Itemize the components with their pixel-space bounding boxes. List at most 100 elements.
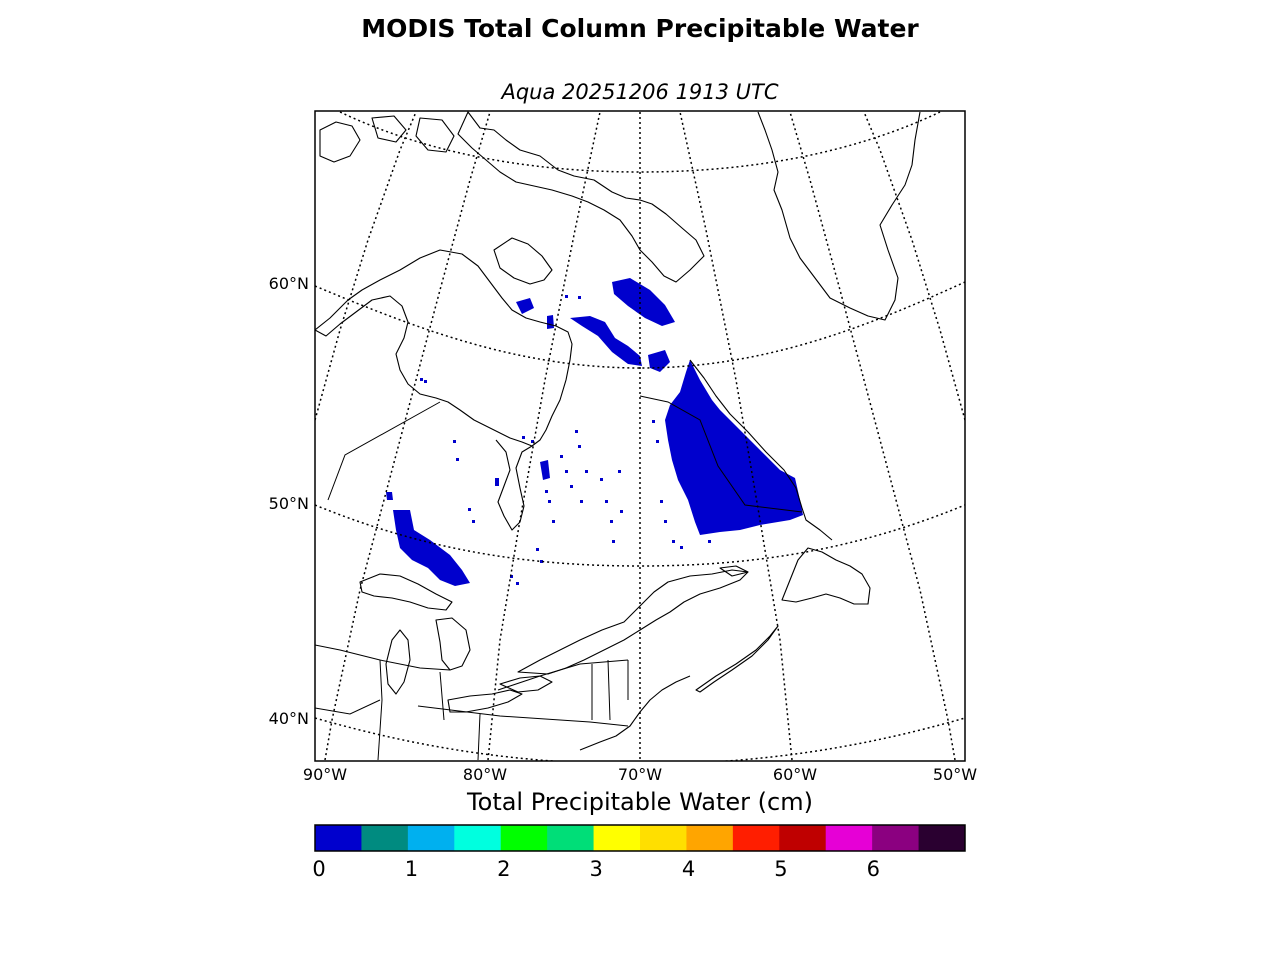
parallel-60n xyxy=(315,281,965,369)
tpw-dot xyxy=(531,440,534,443)
tpw-patch-small-5 xyxy=(386,492,393,500)
tpw-dot xyxy=(610,520,613,523)
tpw-dot xyxy=(456,458,459,461)
colorbar-tick-label: 5 xyxy=(774,857,788,881)
colorbar-swatch xyxy=(315,825,362,851)
colorbar-tick-label: 2 xyxy=(497,857,511,881)
southampton-island xyxy=(493,237,553,285)
great-lakes-huron xyxy=(435,617,471,671)
tpw-dot xyxy=(578,296,581,299)
tpw-patch-small-2 xyxy=(516,298,534,314)
james-bay xyxy=(495,439,533,531)
chart-subtitle: Aqua 20251206 1913 UTC xyxy=(501,80,779,104)
tpw-dot xyxy=(522,436,525,439)
baffin-island-coast xyxy=(457,111,705,283)
meridian-80w xyxy=(487,111,601,761)
us-state-lines xyxy=(315,659,629,761)
tpw-dot xyxy=(468,508,471,511)
tpw-dot xyxy=(600,478,603,481)
colorbar-swatch xyxy=(825,825,873,851)
colorbar-swatch xyxy=(361,825,409,851)
tpw-dot xyxy=(664,520,667,523)
graticule xyxy=(315,111,965,761)
meridian-60w xyxy=(679,111,793,761)
great-lakes-superior xyxy=(359,573,453,611)
us-coast xyxy=(579,675,691,751)
tpw-dot xyxy=(680,546,683,549)
colorbar-swatch xyxy=(779,825,827,851)
latitude-labels: 60°N 50°N 40°N xyxy=(269,274,309,728)
tpw-dot xyxy=(575,430,578,433)
tpw-data-layer xyxy=(386,278,803,586)
nova-scotia xyxy=(695,625,779,693)
st-lawrence-and-quebec-south xyxy=(517,569,749,675)
canada-us-border xyxy=(315,644,629,691)
tpw-dot xyxy=(472,520,475,523)
colorbar-swatch xyxy=(407,825,455,851)
tpw-dot xyxy=(672,540,675,543)
tpw-dot xyxy=(516,582,519,585)
tpw-dot xyxy=(652,420,655,423)
tpw-patch-small-6 xyxy=(495,478,499,486)
labrador-coast xyxy=(689,359,833,541)
tpw-dot xyxy=(620,510,623,513)
colorbar-swatch xyxy=(454,825,502,851)
tpw-dot xyxy=(660,500,663,503)
lon-label-90w: 90°W xyxy=(303,765,347,784)
great-lakes-michigan xyxy=(385,629,411,695)
tpw-scatter-dots xyxy=(420,295,711,585)
tpw-dot xyxy=(578,445,581,448)
tpw-dot xyxy=(453,440,456,443)
greenland-coast xyxy=(757,111,921,321)
manitoba-ontario-border xyxy=(327,401,441,501)
tpw-patch-quebec-north xyxy=(570,316,642,366)
tpw-dot xyxy=(612,540,615,543)
colorbar-tick-label: 4 xyxy=(681,857,696,881)
tpw-patch-small-3 xyxy=(547,315,554,329)
tpw-dot xyxy=(424,380,427,383)
lon-label-70w: 70°W xyxy=(618,765,662,784)
chart-title: MODIS Total Column Precipitable Water xyxy=(361,14,919,43)
tpw-dot xyxy=(560,455,563,458)
tpw-dot xyxy=(510,575,513,578)
arctic-islands-west xyxy=(319,115,455,163)
colorbar xyxy=(315,825,966,851)
colorbar-swatch xyxy=(872,825,920,851)
colorbar-tick-label: 6 xyxy=(866,857,881,881)
tpw-patch-ungava xyxy=(612,278,675,326)
tpw-patch-labrador xyxy=(665,360,803,535)
tpw-patch-ontario xyxy=(393,510,470,586)
meridian-90w xyxy=(324,111,491,761)
tpw-dot xyxy=(585,470,588,473)
parallel-50n xyxy=(315,504,965,567)
colorbar-swatch xyxy=(732,825,780,851)
hudson-bay-and-mainland xyxy=(315,249,573,447)
tpw-dot xyxy=(548,500,551,503)
newfoundland xyxy=(781,547,871,605)
colorbar-tick-label: 3 xyxy=(589,857,603,881)
colorbar-swatch xyxy=(547,825,595,851)
colorbar-frame xyxy=(314,824,966,852)
meridian-100w xyxy=(315,111,417,421)
meridian-50w xyxy=(789,111,956,761)
tpw-dot xyxy=(536,548,539,551)
lon-label-50w: 50°W xyxy=(933,765,977,784)
lat-label-40n: 40°N xyxy=(269,709,309,728)
tpw-dot xyxy=(702,506,705,509)
meridian-40w xyxy=(863,111,965,421)
colorbar-swatch xyxy=(500,825,548,851)
longitude-labels: 90°W 80°W 70°W 60°W 50°W xyxy=(303,765,977,784)
colorbar-swatch xyxy=(640,825,687,851)
tpw-dot xyxy=(605,500,608,503)
colorbar-tick-label: 1 xyxy=(404,857,419,881)
lon-label-60w: 60°W xyxy=(773,765,817,784)
lon-label-80w: 80°W xyxy=(463,765,507,784)
tpw-dot xyxy=(708,540,711,543)
tpw-patch-small-4 xyxy=(540,460,550,480)
lat-label-50n: 50°N xyxy=(269,494,309,513)
tpw-dot xyxy=(618,470,621,473)
tpw-patch-small-1 xyxy=(648,350,670,372)
map-frame xyxy=(314,110,966,762)
anticosti xyxy=(719,565,749,577)
